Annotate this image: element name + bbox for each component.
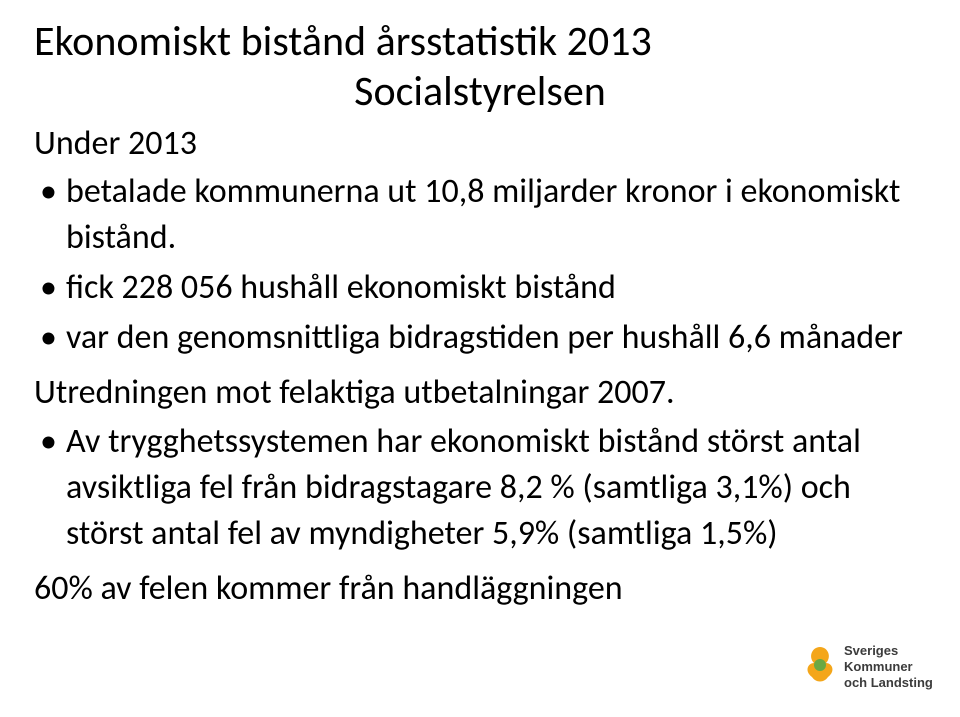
section-intro-1: Under 2013 [34, 123, 926, 166]
slide: Ekonomiskt bistånd årsstatistik 2013 Soc… [0, 0, 960, 611]
logo-mark-green [814, 659, 826, 671]
skl-logo: Sveriges Kommuner och Landsting [804, 631, 934, 699]
logo-text-line2: Kommuner [844, 659, 913, 674]
list-item: Av trygghetssystemen har ekonomiskt bist… [34, 419, 926, 557]
bullet-list-2: Av trygghetssystemen har ekonomiskt bist… [34, 419, 926, 557]
slide-subtitle: Socialstyrelsen [34, 68, 926, 116]
slide-title: Ekonomiskt bistånd årsstatistik 2013 [34, 18, 926, 66]
list-item: fick 228 056 hushåll ekonomiskt bistånd [34, 265, 926, 311]
logo-text-line3: och Landsting [844, 675, 933, 690]
logo-text-line1: Sveriges [844, 643, 898, 658]
section-intro-2: Utredningen mot felaktiga utbetalningar … [34, 371, 926, 415]
list-item: betalade kommunerna ut 10,8 miljarder kr… [34, 169, 926, 261]
bullet-list-1: betalade kommunerna ut 10,8 miljarder kr… [34, 169, 926, 361]
closing-line: 60% av felen kommer från handläggningen [34, 567, 926, 611]
list-item: var den genomsnittliga bidragstiden per … [34, 315, 926, 361]
logo-text-group: Sveriges Kommuner och Landsting [844, 643, 933, 690]
skl-logo-svg: Sveriges Kommuner och Landsting [804, 631, 934, 699]
